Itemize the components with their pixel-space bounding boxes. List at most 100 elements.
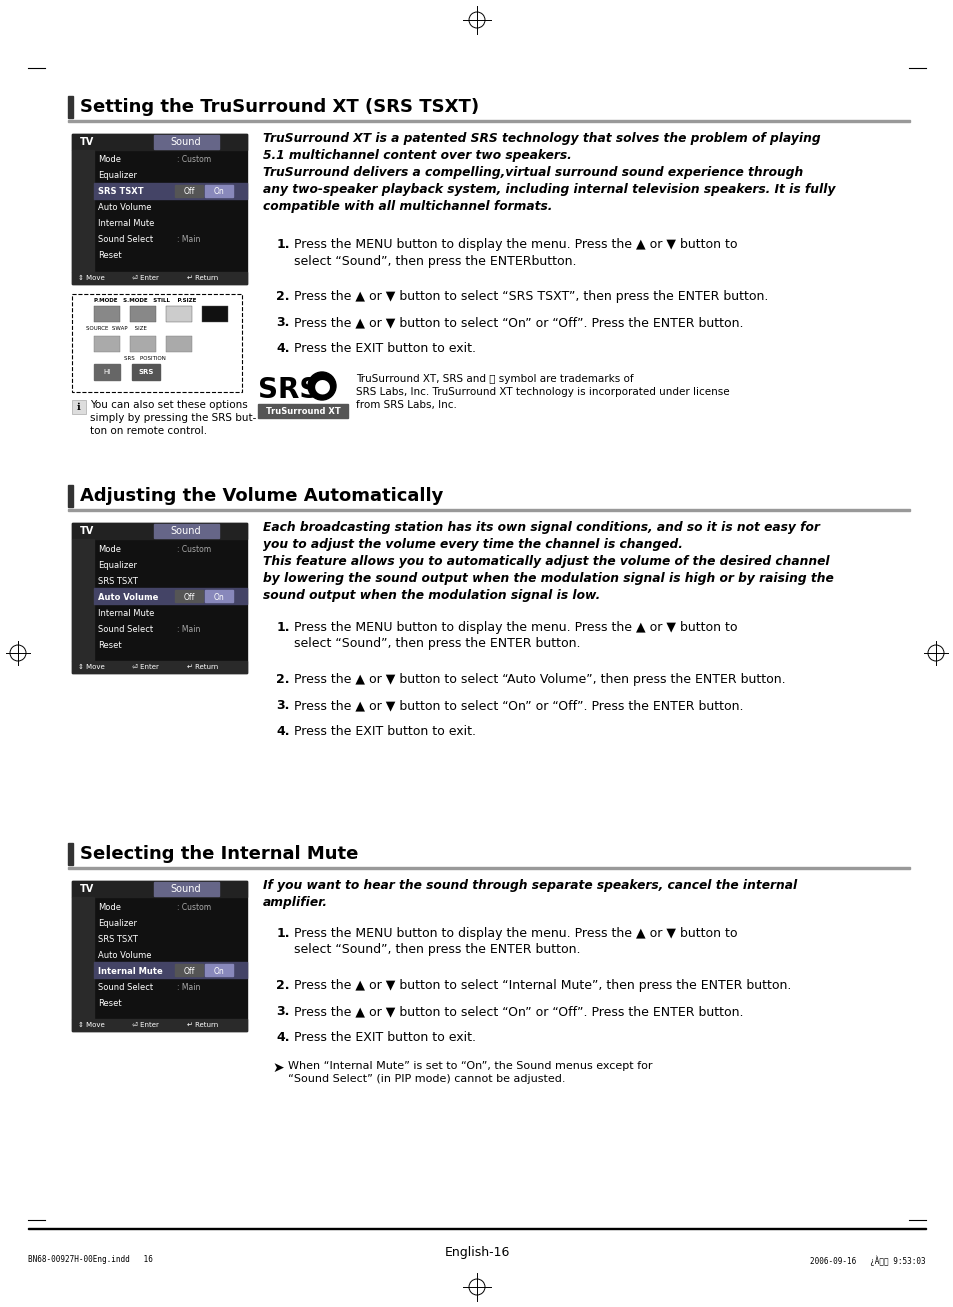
Text: Mode: Mode	[98, 545, 121, 553]
Text: P.MODE   S.MODE   STILL    P.SIZE: P.MODE S.MODE STILL P.SIZE	[94, 298, 196, 303]
Text: Equalizer: Equalizer	[98, 561, 137, 570]
Text: ⇕ Move: ⇕ Move	[78, 664, 105, 670]
Bar	[166, 306, 192, 322]
Bar	[68, 867, 909, 868]
Bar	[94, 365, 120, 380]
Text: ⏎ Enter: ⏎ Enter	[132, 274, 159, 281]
Text: Press the EXIT button to exit.: Press the EXIT button to exit.	[294, 725, 476, 738]
Bar	[153, 882, 219, 897]
Text: ↵ Return: ↵ Return	[187, 1022, 218, 1029]
Bar	[71, 294, 242, 392]
Text: Internal Mute: Internal Mute	[98, 966, 163, 975]
Bar	[71, 538, 94, 661]
Bar	[205, 965, 233, 976]
Text: SRS: SRS	[257, 376, 319, 404]
Text: ●: ●	[314, 376, 330, 396]
Bar	[257, 404, 348, 418]
Text: ⇕ Move: ⇕ Move	[78, 1022, 105, 1029]
Text: TruSurround XT, SRS and Ⓢ symbol are trademarks of
SRS Labs, Inc. TruSurround XT: TruSurround XT, SRS and Ⓢ symbol are tra…	[355, 374, 729, 410]
Bar	[71, 881, 247, 897]
Text: ⇕ Move: ⇕ Move	[78, 274, 105, 281]
Text: SOURCE  SWAP    SIZE: SOURCE SWAP SIZE	[86, 325, 147, 331]
Text: On: On	[213, 187, 224, 196]
Text: SRS   POSITION: SRS POSITION	[124, 356, 166, 361]
Text: TruSurround XT: TruSurround XT	[265, 406, 340, 416]
Text: 4.: 4.	[276, 725, 290, 738]
Text: TV: TV	[80, 525, 94, 536]
Bar	[94, 588, 247, 604]
Bar	[71, 400, 86, 414]
Text: Sound Select: Sound Select	[98, 625, 153, 634]
Text: Press the ▲ or ▼ button to select “Internal Mute”, then press the ENTER button.: Press the ▲ or ▼ button to select “Inter…	[294, 979, 791, 992]
Text: Equalizer: Equalizer	[98, 919, 137, 928]
Text: 1.: 1.	[276, 927, 290, 940]
Bar	[68, 95, 73, 118]
Bar	[71, 135, 247, 284]
Bar	[71, 150, 94, 272]
Text: ⏎ Enter: ⏎ Enter	[132, 1022, 159, 1029]
Text: 2.: 2.	[276, 979, 290, 992]
Text: Sound: Sound	[171, 137, 201, 146]
Bar	[71, 661, 247, 673]
Bar	[153, 135, 219, 149]
Text: Press the MENU button to display the menu. Press the ▲ or ▼ button to
select “So: Press the MENU button to display the men…	[294, 621, 737, 651]
Bar	[94, 306, 120, 322]
Text: Press the EXIT button to exit.: Press the EXIT button to exit.	[294, 1031, 476, 1044]
Text: 2.: 2.	[276, 673, 290, 686]
Bar	[71, 897, 94, 1019]
Text: Reset: Reset	[98, 640, 121, 650]
Text: 3.: 3.	[276, 1005, 290, 1018]
Text: Internal Mute: Internal Mute	[98, 220, 154, 229]
Text: Off: Off	[183, 187, 194, 196]
Text: : Custom: : Custom	[177, 545, 211, 553]
Text: Sound: Sound	[171, 525, 201, 536]
Bar	[71, 272, 247, 284]
Text: Press the ▲ or ▼ button to select “Auto Volume”, then press the ENTER button.: Press the ▲ or ▼ button to select “Auto …	[294, 673, 785, 686]
Text: Press the EXIT button to exit.: Press the EXIT button to exit.	[294, 342, 476, 356]
Bar	[166, 336, 192, 352]
Bar	[68, 120, 909, 122]
Bar	[68, 843, 73, 865]
Text: Auto Volume: Auto Volume	[98, 204, 152, 213]
Bar	[68, 485, 73, 507]
Text: ↵ Return: ↵ Return	[187, 274, 218, 281]
Text: Sound: Sound	[171, 884, 201, 894]
Text: Mode: Mode	[98, 903, 121, 911]
Bar	[94, 962, 247, 978]
Text: 2.: 2.	[276, 290, 290, 303]
Bar	[130, 336, 156, 352]
Bar	[71, 523, 247, 673]
Bar	[130, 306, 156, 322]
Text: On: On	[213, 592, 224, 601]
Text: 1.: 1.	[276, 621, 290, 634]
Text: Press the MENU button to display the menu. Press the ▲ or ▼ button to
select “So: Press the MENU button to display the men…	[294, 927, 737, 957]
Bar	[174, 965, 203, 976]
Text: ⏎ Enter: ⏎ Enter	[132, 664, 159, 670]
Text: On: On	[213, 966, 224, 975]
Text: Auto Volume: Auto Volume	[98, 950, 152, 959]
Text: Off: Off	[183, 592, 194, 601]
Bar	[94, 336, 120, 352]
Text: 1.: 1.	[276, 238, 290, 251]
Text: Sound Select: Sound Select	[98, 983, 153, 992]
Text: Off: Off	[183, 966, 194, 975]
Text: Reset: Reset	[98, 999, 121, 1008]
Text: : Custom: : Custom	[177, 156, 211, 165]
Text: Press the ▲ or ▼ button to select “On” or “Off”. Press the ENTER button.: Press the ▲ or ▼ button to select “On” o…	[294, 316, 742, 329]
Text: ➤: ➤	[272, 1061, 283, 1074]
Text: Setting the TruSurround XT (SRS TSXT): Setting the TruSurround XT (SRS TSXT)	[80, 98, 478, 116]
Text: : Main: : Main	[177, 983, 200, 992]
Text: : Main: : Main	[177, 625, 200, 634]
Text: Equalizer: Equalizer	[98, 171, 137, 180]
Bar	[71, 881, 247, 1031]
Text: ℹ: ℹ	[77, 403, 81, 412]
Text: SRS: SRS	[138, 369, 153, 375]
Bar	[205, 589, 233, 603]
Text: Selecting the Internal Mute: Selecting the Internal Mute	[80, 846, 358, 863]
Text: Press the ▲ or ▼ button to select “SRS TSXT”, then press the ENTER button.: Press the ▲ or ▼ button to select “SRS T…	[294, 290, 767, 303]
Text: Each broadcasting station has its own signal conditions, and so it is not easy f: Each broadcasting station has its own si…	[263, 521, 833, 603]
Bar	[94, 183, 247, 199]
Bar	[71, 523, 247, 538]
Bar	[132, 365, 160, 380]
Text: SRS TSXT: SRS TSXT	[98, 576, 138, 586]
